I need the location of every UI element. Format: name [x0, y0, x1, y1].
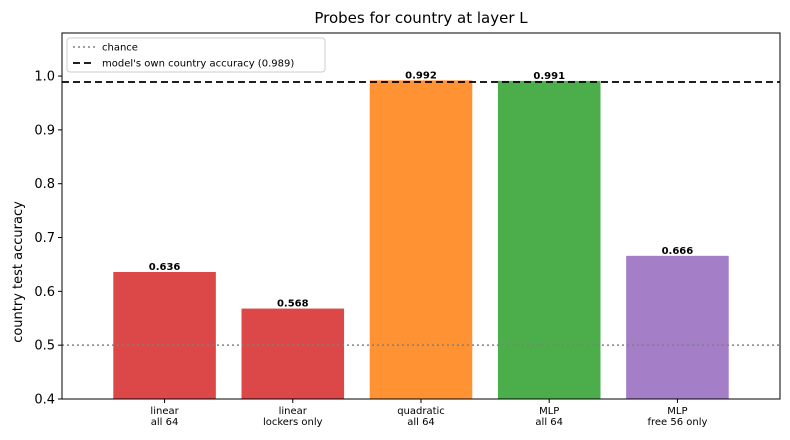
y-tick-label: 1.0 [34, 70, 55, 85]
bar-value-label: 0.636 [149, 262, 181, 273]
y-tick-label: 0.7 [34, 231, 55, 246]
bar [497, 80, 601, 399]
legend-box [66, 37, 326, 73]
x-tick-label: MLP [539, 406, 559, 417]
legend-label: model's own country accuracy (0.989) [102, 59, 294, 70]
chart-title: Probes for country at layer L [314, 9, 528, 27]
legend: chance model's own country accuracy (0.98… [66, 37, 326, 73]
x-tick-label: all 64 [535, 417, 563, 428]
y-tick-label: 0.8 [34, 177, 55, 192]
bar-value-label: 0.991 [533, 71, 565, 82]
x-tick-label: all 64 [407, 417, 435, 428]
y-tick-label: 0.5 [34, 339, 55, 354]
bar [113, 271, 216, 399]
x-tick-label: quadratic [397, 406, 445, 417]
bar [626, 255, 729, 399]
x-tick-label: lockers only [263, 417, 323, 428]
y-tick-label: 0.9 [34, 123, 55, 138]
bar-value-label: 0.666 [662, 246, 694, 257]
y-axis-label: country test accuracy [11, 201, 26, 343]
plot-frame [61, 32, 781, 400]
x-tick-label: free 56 only [647, 417, 707, 428]
bar-value-label: 0.568 [277, 299, 309, 310]
bar-value-label: 0.992 [405, 70, 437, 81]
x-tick-label: all 64 [151, 417, 179, 428]
y-tick-label: 0.6 [34, 285, 55, 300]
x-tick-label: linear [150, 406, 179, 417]
bar [369, 80, 473, 399]
x-tick-label: MLP [667, 406, 687, 417]
bar [241, 308, 345, 399]
legend-label: chance [102, 43, 138, 54]
x-tick-label: linear [279, 406, 308, 417]
y-tick-label: 0.4 [34, 393, 55, 408]
